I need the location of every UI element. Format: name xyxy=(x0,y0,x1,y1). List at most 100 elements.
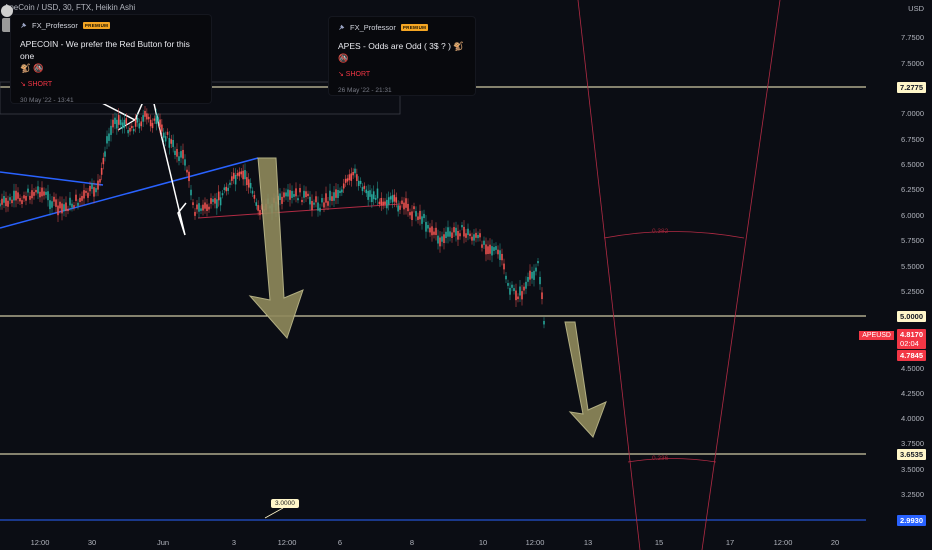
idea-card-1[interactable]: FX_Professor PREMIUM APECOIN - We prefer… xyxy=(11,15,211,104)
fib-arc-lower xyxy=(627,458,717,463)
candle-body xyxy=(357,180,360,187)
candle-body xyxy=(335,189,337,198)
candle-body xyxy=(45,191,47,195)
time-tick: Jun xyxy=(156,538,170,547)
down-arrow-large xyxy=(248,157,304,339)
candle-body xyxy=(489,244,491,254)
candle-body xyxy=(172,139,174,147)
candle-body xyxy=(166,131,169,135)
candle-body xyxy=(423,213,425,219)
time-tick: 12:00 xyxy=(525,538,545,547)
candle-body xyxy=(543,320,545,325)
candle-body xyxy=(523,286,525,291)
idea-author[interactable]: FX_Professor xyxy=(32,21,78,30)
pin-icon xyxy=(21,22,27,28)
candle-body xyxy=(231,176,233,181)
candle-body xyxy=(505,275,507,280)
price-label-pointer xyxy=(264,507,284,519)
candle-body xyxy=(497,249,499,255)
level-tag-bottom[interactable]: 2.9930 xyxy=(897,515,926,526)
candle-body xyxy=(374,197,377,200)
level-tag-low[interactable]: 3.6535 xyxy=(897,449,926,460)
candle-body xyxy=(87,192,89,198)
price-tick: 6.5000 xyxy=(901,160,924,169)
idea-card-2[interactable]: FX_Professor PREMIUM APES - Odds are Odd… xyxy=(329,17,475,95)
candle-body xyxy=(157,117,159,122)
candle-body xyxy=(257,205,259,211)
candle-body xyxy=(121,122,124,129)
candle-body xyxy=(112,119,114,128)
candle-body xyxy=(371,194,373,203)
candle-body xyxy=(134,119,137,127)
candle-body xyxy=(91,183,93,189)
candle-body xyxy=(81,195,83,201)
candle-body xyxy=(229,182,231,185)
candle-body xyxy=(509,287,511,295)
candle-body xyxy=(184,159,186,166)
candle-body xyxy=(93,187,95,197)
candle-body xyxy=(102,157,105,165)
candle-body xyxy=(79,197,81,203)
candle-body xyxy=(477,234,479,239)
candle-body xyxy=(541,292,543,300)
candle-body xyxy=(19,198,21,202)
candle-body xyxy=(39,191,41,198)
candle-body xyxy=(437,235,439,244)
candle-body xyxy=(194,211,196,216)
price-tick: 5.7500 xyxy=(901,236,924,245)
candle-body xyxy=(65,202,67,211)
time-tick: 20 xyxy=(830,538,840,547)
candle-body xyxy=(155,115,158,124)
candle-body xyxy=(106,136,108,144)
candle-body xyxy=(1,198,3,205)
candle-body xyxy=(31,190,33,199)
candle-body xyxy=(309,196,311,205)
level-tag-top[interactable]: 7.2775 xyxy=(897,82,926,93)
candle-body xyxy=(425,221,427,232)
pin-icon xyxy=(339,24,345,30)
candle-body xyxy=(533,270,535,280)
candle-body xyxy=(63,204,65,211)
candle-body xyxy=(289,190,291,200)
idea-date: 30 May '22 - 13:41 xyxy=(20,97,74,104)
fib-channel-left xyxy=(577,0,641,550)
premium-badge: PREMIUM xyxy=(82,22,111,29)
candle-body xyxy=(69,197,71,206)
author-avatar[interactable] xyxy=(0,4,14,34)
candle-body xyxy=(53,196,55,202)
idea-title[interactable]: APES - Odds are Odd ( 3$ ? ) 🐒 🚳 xyxy=(338,41,464,63)
fib-label-upper: 0.382 xyxy=(652,228,669,235)
candle-body xyxy=(95,188,97,193)
candle-body xyxy=(301,199,303,203)
candle-body xyxy=(435,227,437,235)
current-price-tag[interactable]: 4.8170 02:04 xyxy=(897,329,926,349)
idea-author[interactable]: FX_Professor xyxy=(350,23,396,32)
candle-body xyxy=(55,199,57,207)
candle-body xyxy=(227,187,229,191)
price-annotation[interactable]: 3.0000 xyxy=(271,499,299,508)
candle-body xyxy=(315,196,317,203)
time-tick: 3 xyxy=(231,538,237,547)
time-tick: 8 xyxy=(409,538,415,547)
candle-body xyxy=(405,198,407,208)
candle-body xyxy=(97,180,99,190)
candle-body xyxy=(236,173,239,176)
candle-body xyxy=(0,203,1,207)
candle-body xyxy=(176,149,178,157)
candle-body xyxy=(387,197,390,205)
candle-body xyxy=(415,211,417,217)
candle-body xyxy=(3,196,5,203)
candle-body xyxy=(361,187,364,192)
level-tag-mid[interactable]: 5.0000 xyxy=(897,311,926,322)
candle-body xyxy=(71,203,73,208)
candle-body xyxy=(246,177,248,186)
idea-title[interactable]: APECOIN - We prefer the Red Button for t… xyxy=(20,39,190,73)
candle-body xyxy=(51,201,53,208)
candle-body xyxy=(337,190,339,198)
price-tick: 7.0000 xyxy=(901,109,924,118)
candle-body xyxy=(295,188,297,197)
candle-body xyxy=(21,200,23,204)
candle-body xyxy=(216,199,218,209)
